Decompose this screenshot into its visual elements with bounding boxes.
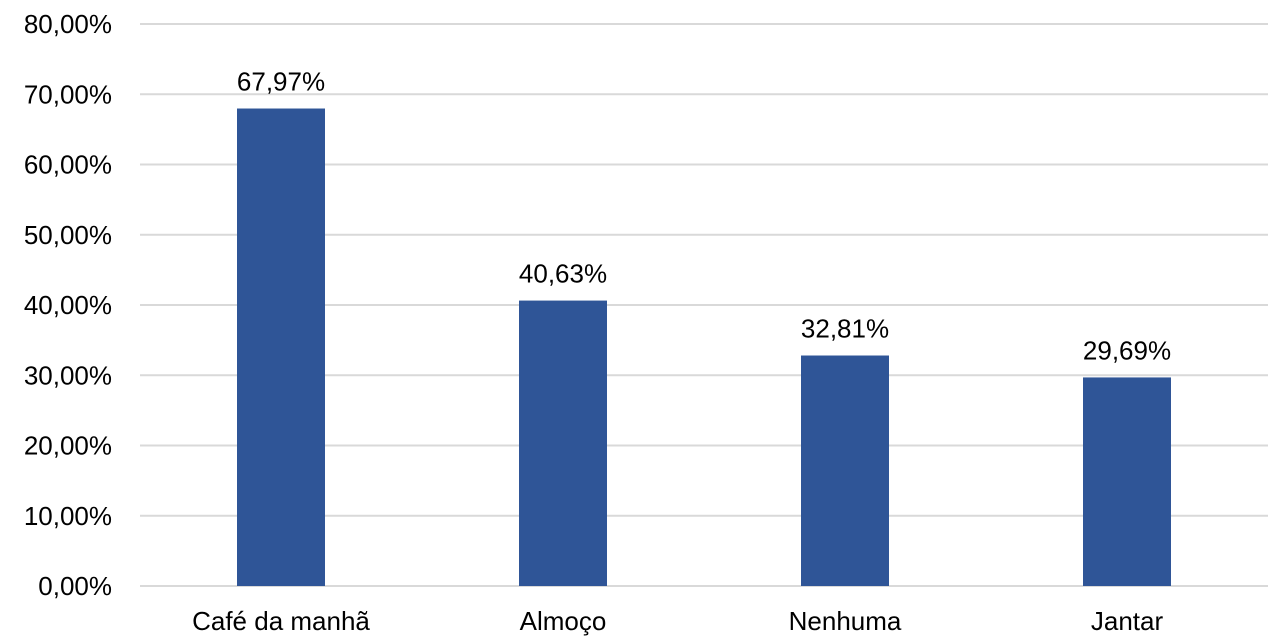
data-label: 32,81% xyxy=(801,314,889,344)
y-tick-label: 20,00% xyxy=(24,431,112,461)
data-label: 40,63% xyxy=(519,259,607,289)
gridlines xyxy=(140,23,1268,587)
bar xyxy=(801,355,889,586)
x-category-label: Café da manhã xyxy=(192,606,370,636)
data-label: 67,97% xyxy=(237,67,325,97)
y-axis-ticks: 0,00% 10,00% 20,00% 30,00% 40,00% 50,00% 60,00… xyxy=(24,9,112,601)
bars xyxy=(237,108,1171,587)
x-category-label: Jantar xyxy=(1091,606,1164,636)
y-tick-label: 30,00% xyxy=(24,360,112,390)
y-tick-label: 0,00% xyxy=(38,571,112,601)
y-tick-label: 70,00% xyxy=(24,79,112,109)
x-category-label: Almoço xyxy=(520,606,607,636)
data-label: 29,69% xyxy=(1083,335,1171,365)
y-tick-label: 50,00% xyxy=(24,220,112,250)
x-axis-categories: Café da manhã Almoço Nenhuma Jantar xyxy=(192,606,1163,636)
bar xyxy=(237,108,325,587)
y-tick-label: 80,00% xyxy=(24,9,112,39)
x-category-label: Nenhuma xyxy=(789,606,902,636)
bar xyxy=(519,300,607,586)
bar xyxy=(1083,377,1171,586)
y-tick-label: 40,00% xyxy=(24,290,112,320)
data-labels: 67,97% 40,63% 32,81% 29,69% xyxy=(237,67,1171,366)
y-tick-label: 60,00% xyxy=(24,150,112,180)
y-tick-label: 10,00% xyxy=(24,501,112,531)
